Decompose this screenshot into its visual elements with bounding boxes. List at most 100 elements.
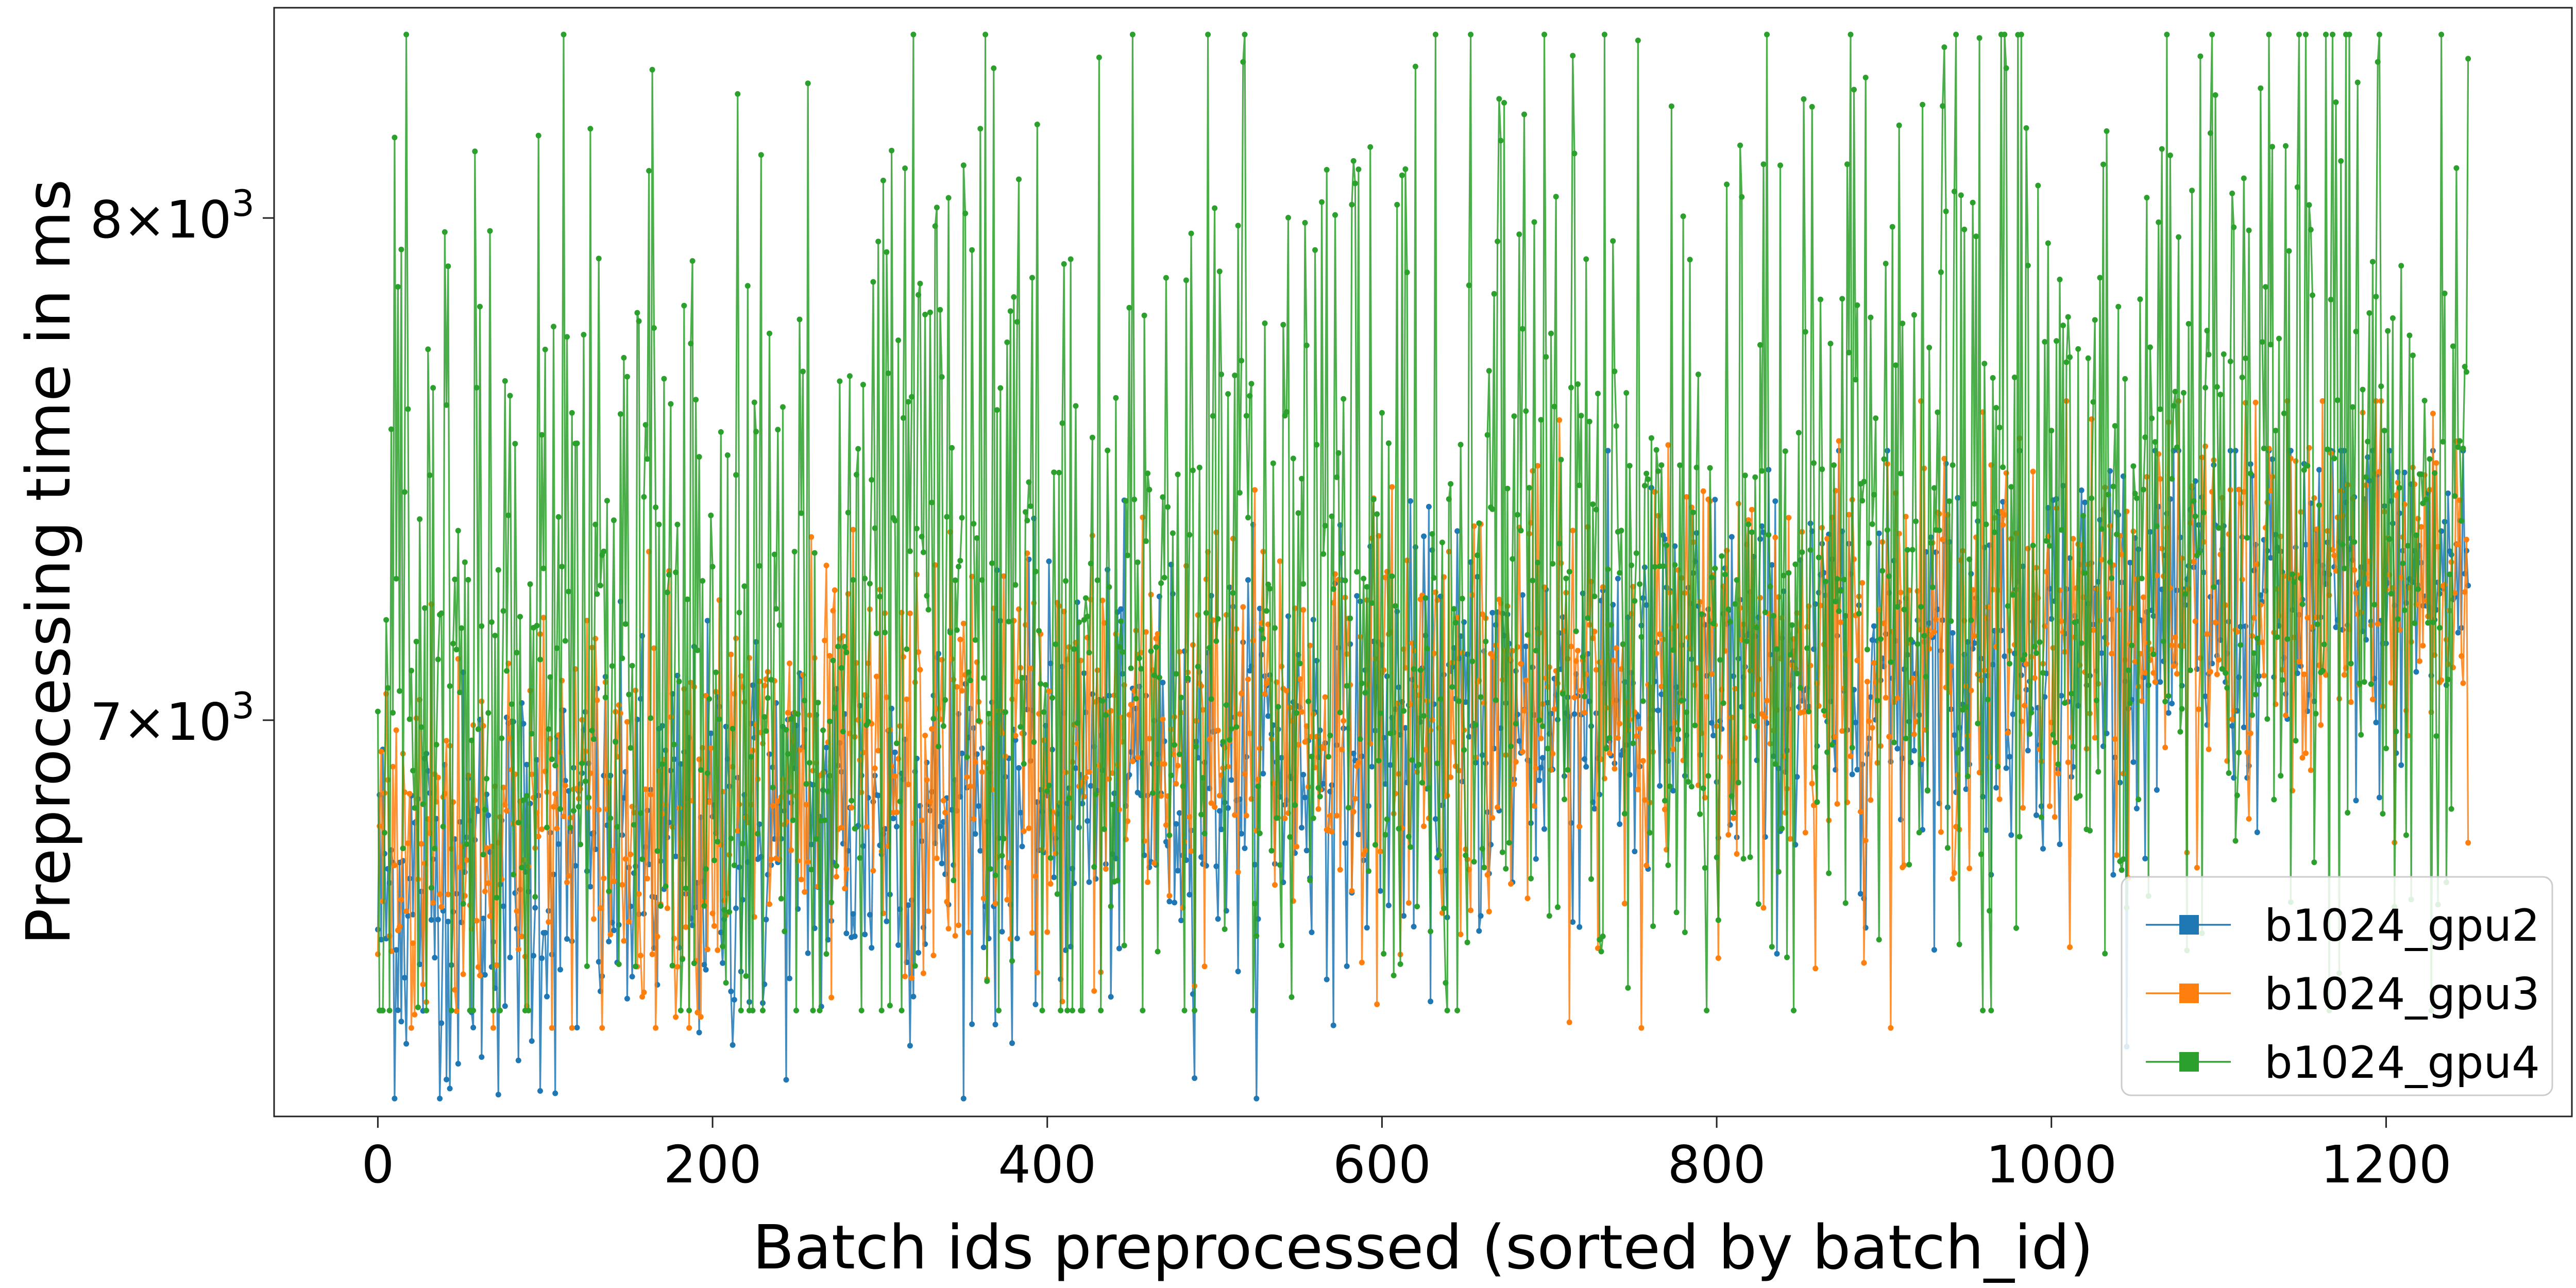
data-point [1523, 677, 1529, 683]
data-point [2303, 750, 2309, 756]
data-point [1129, 31, 1136, 38]
data-point [2448, 552, 2454, 558]
data-point [1838, 619, 1843, 625]
data-point [1950, 462, 1956, 468]
data-point [892, 518, 898, 523]
data-point [1096, 55, 1102, 60]
data-point [1314, 657, 1320, 664]
data-point [2010, 592, 2016, 598]
data-point [642, 786, 649, 792]
data-point [1228, 777, 1234, 783]
data-point [1153, 635, 1159, 641]
data-point [1886, 734, 1892, 740]
data-point [2303, 31, 2309, 38]
data-point [1469, 658, 1476, 665]
data-point [1359, 959, 1365, 965]
data-point [2020, 656, 2026, 663]
data-point [517, 614, 523, 620]
data-point [1180, 783, 1186, 789]
data-point [1051, 874, 1057, 880]
data-point [1774, 951, 1780, 957]
data-point [1775, 869, 1782, 875]
data-point [1868, 694, 1874, 700]
data-point [2438, 31, 2445, 38]
data-point [1866, 718, 1872, 724]
data-point [2042, 339, 2048, 345]
data-point [735, 828, 741, 834]
data-point [1996, 796, 2003, 802]
data-point [1528, 875, 1534, 882]
data-point [520, 797, 527, 803]
data-point [1635, 38, 1641, 43]
data-point [1578, 413, 1584, 419]
data-point [1715, 917, 1721, 923]
data-point [597, 905, 603, 911]
data-point [455, 1061, 461, 1067]
data-point [1747, 854, 1753, 860]
data-point [614, 824, 620, 830]
data-point [2087, 827, 2093, 834]
data-point [1274, 815, 1280, 821]
data-point [1794, 670, 1800, 676]
data-point [1499, 849, 1505, 855]
data-point [1181, 1007, 1188, 1013]
data-point [2177, 728, 2183, 735]
data-point [1755, 901, 1761, 907]
data-point [1583, 256, 1589, 262]
data-point [1911, 312, 1917, 318]
data-point [410, 940, 416, 946]
data-point [2293, 738, 2299, 744]
data-point [2132, 490, 2138, 497]
data-point [606, 939, 612, 944]
data-point [457, 689, 463, 696]
data-point [1807, 547, 1814, 553]
data-point [1476, 520, 1482, 526]
data-point [1851, 87, 1857, 93]
data-point [1539, 755, 1546, 761]
data-point [1849, 744, 1855, 751]
data-point [1049, 695, 1055, 701]
data-point [1289, 994, 1295, 1000]
data-point [397, 924, 403, 929]
data-point [1235, 869, 1241, 875]
data-point [418, 724, 425, 730]
data-point [1879, 568, 1886, 574]
legend-label: b1024_gpu4 [2264, 1037, 2540, 1089]
data-point [2455, 541, 2461, 548]
data-point [1731, 815, 1737, 821]
data-point [1692, 722, 1698, 728]
data-point [1401, 708, 1407, 714]
data-point [448, 1007, 454, 1013]
data-point [617, 710, 623, 717]
data-point [653, 1025, 659, 1031]
data-point [495, 1092, 501, 1098]
data-point [1397, 961, 1403, 967]
data-point [1172, 742, 1178, 748]
data-point [1868, 797, 1874, 803]
data-point [1125, 818, 1131, 824]
data-point [1064, 1007, 1071, 1013]
data-point [944, 899, 950, 905]
data-point [843, 649, 850, 655]
data-point [617, 411, 623, 417]
data-point [2162, 744, 2168, 751]
data-point [1781, 572, 1787, 579]
data-point [2450, 343, 2456, 349]
data-point [1089, 434, 1095, 440]
data-point [1920, 756, 1926, 762]
data-point [740, 841, 745, 846]
data-point [2348, 699, 2354, 705]
data-point [2033, 812, 2039, 818]
data-point [1083, 775, 1089, 781]
data-point [2082, 570, 2088, 576]
data-point [1670, 647, 1676, 653]
data-point [1342, 840, 1348, 846]
data-point [1019, 675, 1025, 681]
data-point [954, 627, 960, 633]
data-point [1242, 771, 1248, 777]
data-point [1489, 506, 1496, 512]
data-point [1744, 638, 1750, 644]
data-point [592, 636, 599, 642]
data-point [1717, 657, 1723, 663]
data-point [2442, 291, 2448, 296]
